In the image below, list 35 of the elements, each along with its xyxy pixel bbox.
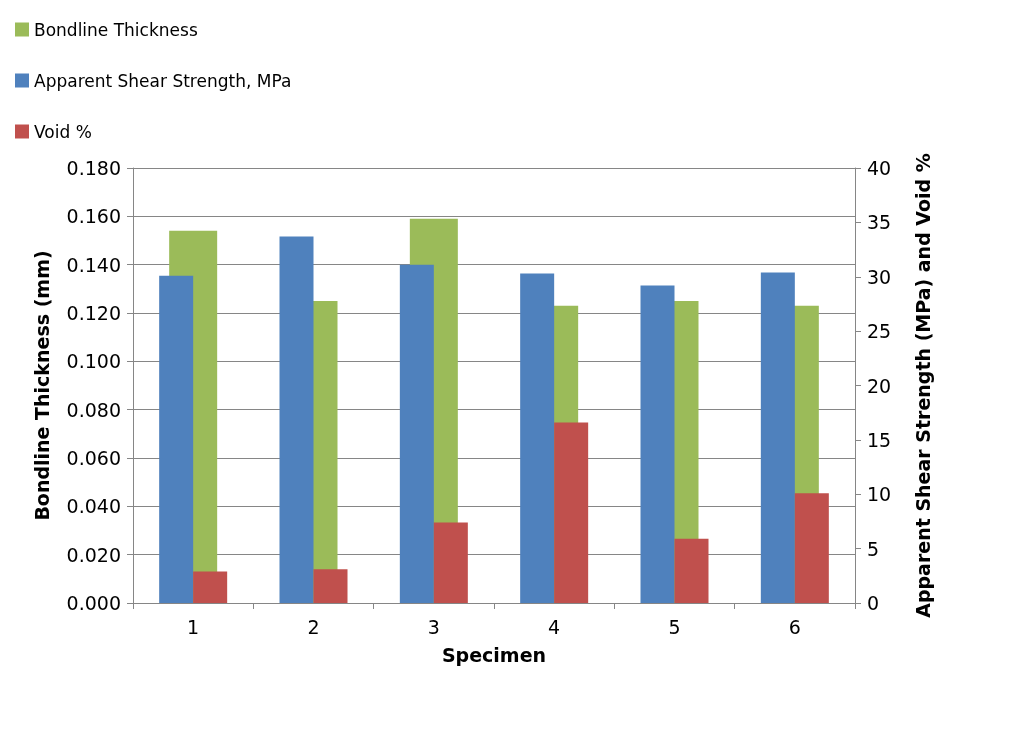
y2-tick-label: 30 [867, 265, 892, 288]
y2-tick-label: 35 [867, 211, 892, 234]
legend-label: Void % [34, 121, 92, 142]
x-axis-title: Specimen [441, 643, 547, 666]
x-tick-label: 2 [307, 615, 320, 638]
y2-tick-label: 5 [867, 537, 880, 560]
y-tick-label: 0.040 [66, 495, 121, 518]
y-tick-label: 0.140 [66, 253, 121, 276]
y2-tick-label: 20 [867, 374, 892, 397]
x-tick-label: 6 [788, 615, 801, 638]
bar [313, 569, 348, 603]
x-tick-label: 3 [427, 615, 440, 638]
y2-tick-label: 15 [867, 428, 892, 451]
x-tick-label: 1 [187, 615, 200, 638]
y-tick-label: 0.180 [66, 157, 121, 179]
y-tick-label: 0.100 [66, 350, 121, 373]
y2-tick-label: 10 [867, 483, 892, 506]
y-tick-label: 0.020 [66, 543, 121, 566]
y2-axis-title: Apparent Shear Strength (MPa) and Void % [911, 153, 934, 618]
y-tick-label: 0.160 [66, 205, 121, 228]
legend-label: Bondline Thickness [34, 19, 198, 40]
bar [433, 522, 468, 603]
x-tick-label: 5 [668, 615, 681, 638]
bar [674, 538, 709, 603]
y2-tick-label: 25 [867, 320, 892, 343]
y-tick-label: 0.120 [66, 302, 121, 324]
y-tick-label: 0.060 [66, 447, 121, 469]
y-tick-label: 0.080 [66, 398, 121, 421]
y-tick-label: 0.000 [66, 592, 121, 614]
bar [193, 571, 228, 603]
legend-label: Apparent Shear Strength, MPa [34, 70, 292, 91]
y-axis-title: Bondline Thickness (mm) [30, 250, 53, 521]
y2-tick-label: 0 [867, 592, 880, 614]
y2-tick-label: 40 [867, 157, 892, 179]
x-tick-label: 4 [548, 615, 561, 638]
